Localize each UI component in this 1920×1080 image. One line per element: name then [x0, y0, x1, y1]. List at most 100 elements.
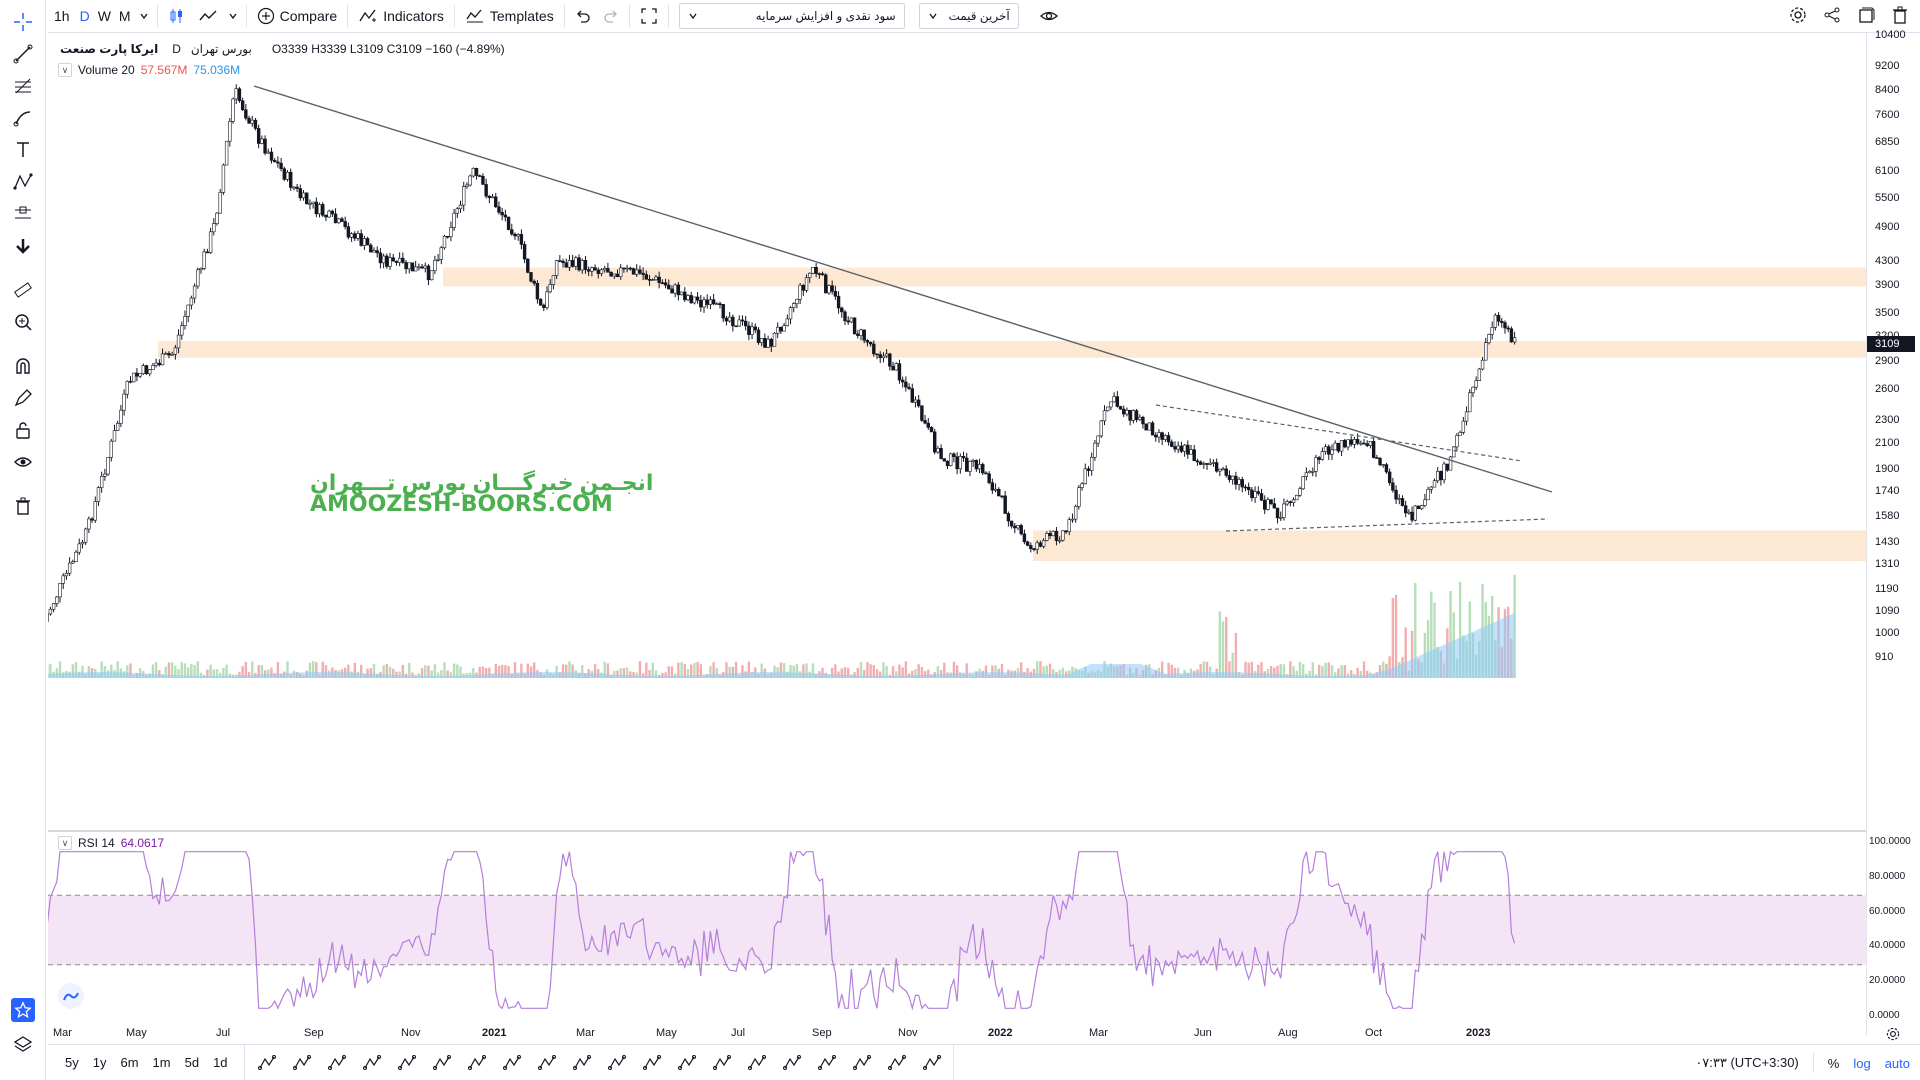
- price-chart-canvas[interactable]: [48, 33, 1866, 1035]
- candle-body: [503, 214, 508, 218]
- ruler-icon[interactable]: [11, 278, 35, 302]
- crosshair-icon[interactable]: [11, 10, 35, 34]
- trend-line-icon[interactable]: [11, 42, 35, 66]
- compare-button[interactable]: Compare: [251, 0, 344, 33]
- dashed-resistance-line[interactable]: [1155, 404, 1523, 462]
- redo-icon[interactable]: [597, 0, 625, 33]
- symbol-name[interactable]: ایرکا پارت صنعت: [60, 42, 159, 56]
- polyline-icon[interactable]: [529, 1045, 564, 1080]
- trash-icon[interactable]: [11, 494, 35, 518]
- volume-bar: [904, 661, 908, 678]
- text-icon[interactable]: [284, 1045, 319, 1080]
- line-icon[interactable]: [354, 1045, 389, 1080]
- candle-body: [881, 355, 886, 359]
- zoom-icon[interactable]: [11, 310, 35, 334]
- price-scale[interactable]: 10400 9200 8400 7600 6850 6100 5500 4900 4300 390…: [1866, 29, 1920, 1041]
- candle-body: [1320, 451, 1325, 460]
- price-zone[interactable]: [443, 267, 1866, 287]
- collapse-legend-icon[interactable]: ∨: [58, 63, 72, 77]
- crosshair-icon[interactable]: [494, 1045, 529, 1080]
- rsi-label[interactable]: RSI 14: [78, 836, 115, 850]
- range-6m[interactable]: 6m: [120, 1055, 139, 1070]
- arrow-down-icon[interactable]: [11, 234, 35, 258]
- volume-bar: [452, 663, 456, 678]
- bars-pattern-icon[interactable]: [914, 1045, 949, 1080]
- timeframe-1h[interactable]: 1h: [54, 8, 70, 24]
- settings-gear-icon[interactable]: [1788, 5, 1808, 28]
- magnet-icon[interactable]: [11, 354, 35, 378]
- horizontal-line-icon[interactable]: [599, 1045, 634, 1080]
- horizontal-ray-icon[interactable]: [459, 1045, 494, 1080]
- volume-bar: [158, 669, 161, 678]
- templates-button[interactable]: Templates: [459, 0, 560, 33]
- timeframe-m[interactable]: M: [118, 8, 131, 24]
- price-type-select[interactable]: آخرین قیمت: [918, 3, 1019, 29]
- pattern-tool-icon[interactable]: [11, 170, 35, 194]
- price-range-icon[interactable]: [879, 1045, 914, 1080]
- volume-label[interactable]: Volume 20: [78, 63, 135, 77]
- price-scale-label: 4900: [1875, 221, 1900, 234]
- eye-icon[interactable]: [11, 450, 35, 474]
- candles-chart-type-icon[interactable]: [162, 0, 192, 33]
- timeframe-w[interactable]: W: [97, 8, 111, 24]
- log-scale-toggle[interactable]: log: [1853, 1055, 1871, 1071]
- range-1m[interactable]: 1m: [152, 1055, 171, 1070]
- rectangle-icon[interactable]: [389, 1045, 424, 1080]
- range-1y[interactable]: 1y: [92, 1055, 107, 1070]
- range-5d[interactable]: 5d: [184, 1055, 200, 1070]
- chart-type-dropdown-icon[interactable]: [224, 0, 242, 33]
- stay-in-drawing-icon[interactable]: [11, 386, 35, 410]
- price-zone[interactable]: [1033, 530, 1866, 562]
- brush-icon[interactable]: [809, 1045, 844, 1080]
- candle-body: [99, 475, 104, 488]
- clock-timezone[interactable]: ۰۷:۳۳ (UTC+3:30): [1695, 1055, 1799, 1070]
- xabcd-pattern-icon[interactable]: [739, 1045, 774, 1080]
- path-icon[interactable]: [844, 1045, 879, 1080]
- horizontal-lines-icon[interactable]: [249, 1045, 284, 1080]
- chart-area[interactable]: ایرکا پارت صنعت D بورس تهران O3339 H3339…: [48, 33, 1866, 1035]
- price-zone[interactable]: [158, 340, 1866, 358]
- time-axis[interactable]: Mar May Jul Sep Nov 2021 Mar May Jul Sep Nov 2022 Ma…: [48, 1024, 1866, 1044]
- lock-icon[interactable]: [11, 418, 35, 442]
- line-chart-type-icon[interactable]: [192, 0, 224, 33]
- visibility-eye-icon[interactable]: [1033, 0, 1065, 33]
- grid-icon[interactable]: [634, 1045, 669, 1080]
- fullscreen-icon[interactable]: [634, 0, 664, 33]
- timeframe-d[interactable]: D: [79, 8, 90, 24]
- range-5y[interactable]: 5y: [65, 1055, 79, 1070]
- tradingview-logo-icon[interactable]: [58, 983, 84, 1009]
- dividend-adjustment-select[interactable]: سود نقدی و افزایش سرمایه: [678, 3, 905, 29]
- undo-icon[interactable]: [569, 0, 597, 33]
- candle-body: [125, 380, 130, 395]
- callout-icon[interactable]: [424, 1045, 459, 1080]
- abcd-pattern-icon[interactable]: [669, 1045, 704, 1080]
- ac-pattern-icon[interactable]: [704, 1045, 739, 1080]
- prediction-tool-icon[interactable]: [11, 202, 35, 226]
- layers-icon[interactable]: [11, 1032, 35, 1056]
- scale-settings-gear-icon[interactable]: [1885, 1026, 1901, 1045]
- range-1d[interactable]: 1d: [213, 1055, 228, 1070]
- candle-body: [170, 353, 174, 356]
- text-tool-icon[interactable]: [11, 138, 35, 162]
- candle-body: [811, 266, 815, 274]
- dashed-support-line[interactable]: [1225, 518, 1549, 532]
- trash-icon[interactable]: [1890, 5, 1910, 28]
- arrow-icon[interactable]: [564, 1045, 599, 1080]
- percent-scale-toggle[interactable]: %: [1827, 1055, 1840, 1071]
- snapshot-icon[interactable]: [1856, 5, 1876, 28]
- fib-icon[interactable]: [319, 1045, 354, 1080]
- indicators-button[interactable]: Indicators: [352, 0, 450, 33]
- fib-tool-icon[interactable]: [11, 74, 35, 98]
- brush-icon[interactable]: [11, 106, 35, 130]
- volume-bar: [866, 662, 869, 678]
- timeframe-dropdown-icon[interactable]: [135, 0, 153, 33]
- forecast-icon[interactable]: [774, 1045, 809, 1080]
- collapse-rsi-icon[interactable]: ∨: [58, 836, 72, 850]
- descending-trendline[interactable]: [253, 85, 1553, 493]
- auto-scale-toggle[interactable]: auto: [1884, 1055, 1910, 1071]
- volume-bar: [661, 672, 664, 678]
- share-icon[interactable]: [1822, 5, 1842, 28]
- favorites-star-icon[interactable]: [11, 998, 35, 1022]
- volume-bar: [1269, 665, 1273, 678]
- volume-bar: [917, 664, 920, 678]
